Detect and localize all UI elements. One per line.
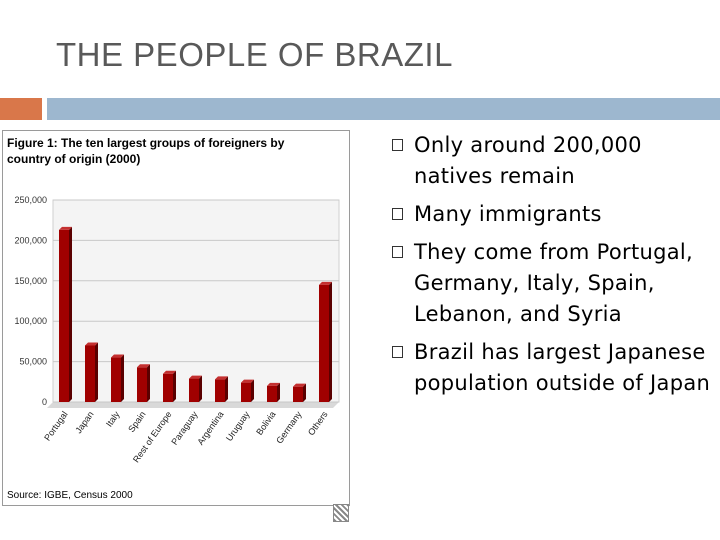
bullet-item: Brazil has largest Japanese population o…: [392, 337, 712, 399]
bar-top: [293, 383, 306, 387]
y-tick-label: 150,000: [14, 276, 47, 286]
x-tick-label: Spain: [126, 409, 147, 434]
bar: [111, 357, 121, 402]
bar-side: [147, 364, 150, 402]
bar-side: [329, 281, 332, 402]
bullet-item: Only around 200,000 natives remain: [392, 130, 712, 192]
bar-top: [189, 375, 202, 379]
y-tick-label: 50,000: [19, 357, 47, 367]
slide-title: THE PEOPLE OF BRAZIL: [56, 36, 453, 73]
bar: [267, 385, 277, 402]
x-tick-label: Argentina: [195, 409, 225, 446]
bar-side: [277, 382, 280, 402]
bullet-text: Brazil has largest Japanese population o…: [414, 340, 711, 395]
x-tick-label: Portugal: [42, 409, 69, 442]
header-band: [47, 98, 720, 120]
bar-side: [173, 370, 176, 402]
bullet-item: Many immigrants: [392, 199, 712, 230]
bar-side: [199, 375, 202, 402]
bullet-text: Many immigrants: [414, 202, 602, 226]
y-tick-label: 250,000: [14, 195, 47, 205]
bar: [215, 379, 225, 402]
square-bullet-icon: [392, 208, 403, 220]
bar-side: [303, 383, 306, 402]
bar-top: [241, 379, 254, 383]
bar-side: [95, 342, 98, 402]
bullet-list: Only around 200,000 natives remain Many …: [392, 130, 712, 406]
figure-source: Source: IGBE, Census 2000: [7, 490, 133, 501]
bar-side: [121, 354, 124, 402]
bar: [189, 378, 199, 402]
bar-top: [215, 376, 228, 380]
bar: [293, 386, 303, 402]
bar-side: [69, 226, 72, 402]
x-tick-label: Others: [306, 409, 330, 437]
bar-top: [163, 370, 176, 374]
resize-handle-icon[interactable]: [333, 504, 349, 522]
y-tick-label: 100,000: [14, 316, 47, 326]
bullet-item: They come from Portugal, Germany, Italy,…: [392, 237, 712, 330]
x-tick-label: Italy: [104, 409, 122, 429]
bar-top: [59, 226, 72, 230]
bullet-text: Only around 200,000 natives remain: [414, 133, 642, 188]
square-bullet-icon: [392, 139, 403, 151]
x-tick-label: Germany: [274, 409, 304, 445]
x-tick-label: Uruguay: [224, 409, 252, 443]
bar-top: [267, 382, 280, 386]
bar: [163, 373, 173, 402]
bar: [241, 382, 251, 402]
x-tick-label: Bolivia: [254, 409, 277, 436]
bullet-text: They come from Portugal, Germany, Italy,…: [414, 240, 693, 326]
bar-top: [137, 364, 150, 368]
plot-floor: [47, 402, 339, 408]
bar-chart: 0 50,000 100,000 150,000 200,000 250,000 Portu…: [14, 195, 340, 464]
x-tick-label: Japan: [73, 409, 95, 435]
bar: [59, 229, 69, 402]
bar: [85, 345, 95, 402]
figure-panel: 0 50,000 100,000 150,000 200,000 250,000 Portu…: [2, 130, 350, 506]
figure-caption: Figure 1: The ten largest groups of fore…: [7, 136, 285, 166]
bar: [319, 284, 329, 402]
y-tick-label: 0: [42, 397, 47, 407]
square-bullet-icon: [392, 346, 403, 358]
bar-top: [85, 342, 98, 346]
accent-bar: [0, 98, 42, 120]
y-tick-label: 200,000: [14, 235, 47, 245]
bar-side: [251, 379, 254, 402]
bar-side: [225, 376, 228, 402]
bar-top: [319, 281, 332, 285]
bar: [137, 367, 147, 402]
bar-top: [111, 354, 124, 358]
plot-area: [52, 199, 340, 403]
square-bullet-icon: [392, 246, 403, 258]
